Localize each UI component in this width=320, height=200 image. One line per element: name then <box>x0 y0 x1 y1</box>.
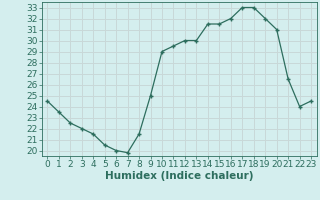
X-axis label: Humidex (Indice chaleur): Humidex (Indice chaleur) <box>105 171 253 181</box>
